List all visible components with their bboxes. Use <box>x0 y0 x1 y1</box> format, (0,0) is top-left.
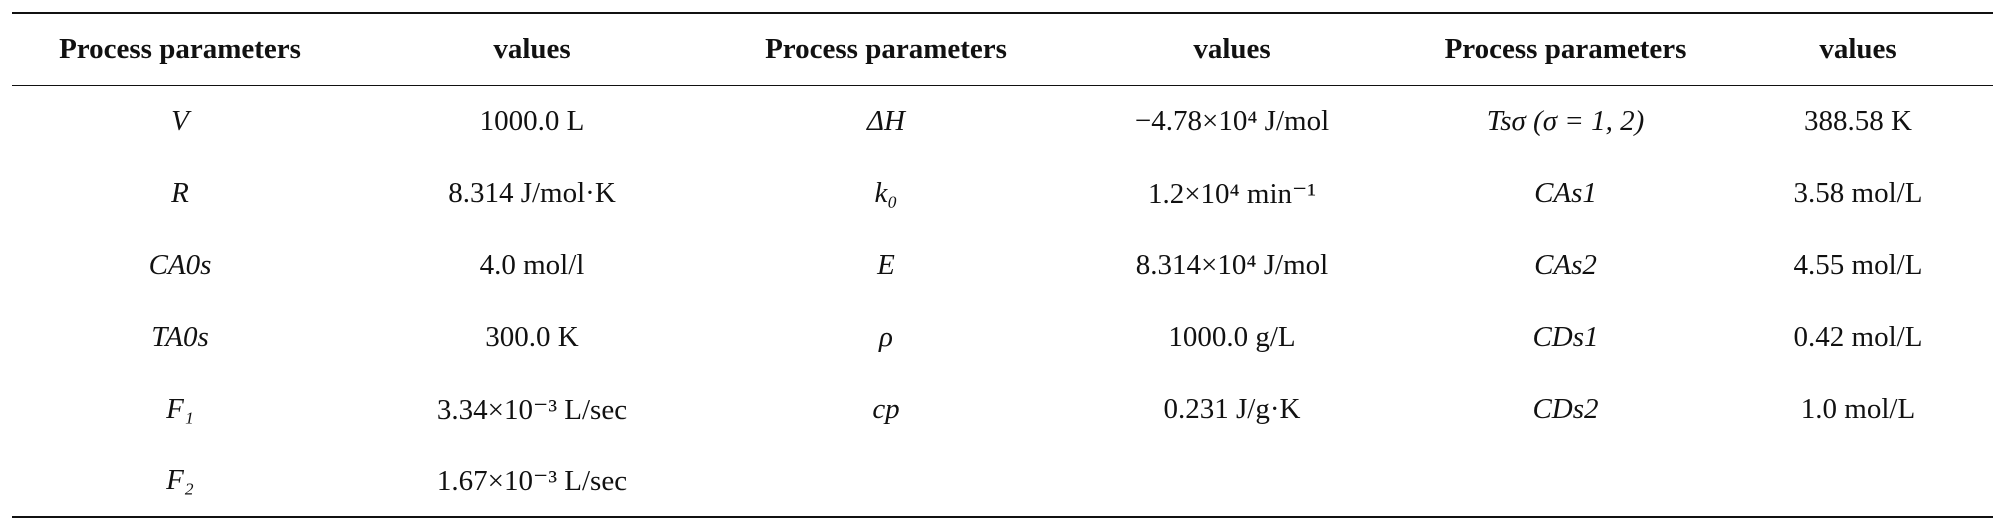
parameter-symbol <box>1408 445 1723 518</box>
parameter-value <box>1056 445 1408 518</box>
parameter-value <box>1723 445 1993 518</box>
parameter-value: 8.314 J/mol·K <box>448 176 616 209</box>
table-body: V 1000.0 L ΔH −4.78×10⁴ J/mol Tsσ (σ = 1… <box>12 85 1993 518</box>
table-row: R 8.314 J/mol·K k₀ 1.2×10⁴ min⁻¹ CAs1 3.… <box>12 157 1993 229</box>
parameter-symbol: CA0s <box>148 248 212 281</box>
parameter-symbol: F₂ <box>12 445 348 518</box>
parameter-value: 1.0 mol/L <box>1800 392 1916 425</box>
header-process-parameters-3: Process parameters <box>1408 12 1723 86</box>
parameter-value: 8.314×10⁴ J/mol <box>1135 248 1329 281</box>
parameter-value: 4.55 mol/L <box>1793 248 1923 281</box>
header-row: Process parameters values Process parame… <box>12 12 1993 86</box>
parameter-symbol: F₁ <box>166 392 194 425</box>
parameter-symbol: R <box>171 176 189 209</box>
parameter-symbol <box>716 445 1056 518</box>
parameter-symbol: E <box>877 248 895 281</box>
parameter-value: 1.2×10⁴ min⁻¹ <box>1147 177 1317 210</box>
header-process-parameters-1: Process parameters <box>12 12 348 86</box>
parameter-value: 1000.0 g/L <box>1168 320 1296 353</box>
header-values-2: values <box>1056 12 1408 86</box>
parameter-value: 1.67×10⁻³ L/sec <box>348 445 716 518</box>
table-row: V 1000.0 L ΔH −4.78×10⁴ J/mol Tsσ (σ = 1… <box>12 85 1993 157</box>
parameter-symbol: CAs2 <box>1534 248 1597 281</box>
parameter-value: 4.0 mol/l <box>479 248 585 281</box>
parameter-symbol: k₀ <box>874 176 898 209</box>
table-row: TA0s 300.0 K ρ 1000.0 g/L CDs1 0.42 mol/… <box>12 301 1993 373</box>
header-values-3: values <box>1723 12 1993 86</box>
parameter-value: 0.42 mol/L <box>1793 320 1923 353</box>
parameter-symbol: V <box>171 104 189 137</box>
parameter-value: −4.78×10⁴ J/mol <box>1134 104 1330 137</box>
parameter-symbol: Tsσ (σ = 1, 2) <box>1486 104 1645 137</box>
parameter-value: 388.58 K <box>1804 104 1912 137</box>
parameter-symbol: ΔH <box>867 104 905 137</box>
parameter-value: 3.34×10⁻³ L/sec <box>436 393 628 426</box>
parameter-symbol: TA0s <box>151 320 209 353</box>
header-process-parameters-2: Process parameters <box>716 12 1056 86</box>
parameter-symbol: ρ <box>879 320 893 353</box>
parameter-value: 0.231 J/g·K <box>1163 392 1301 425</box>
table-row: F₂ 1.67×10⁻³ L/sec <box>12 445 1993 518</box>
table-header: Process parameters values Process parame… <box>12 12 1993 86</box>
table-row: F₁ 3.34×10⁻³ L/sec cp 0.231 J/g·K CDs2 1… <box>12 373 1993 445</box>
parameter-symbol: CDs1 <box>1532 320 1599 353</box>
header-values-1: values <box>348 12 716 86</box>
parameter-symbol: CAs1 <box>1534 176 1597 209</box>
parameter-value: 300.0 K <box>485 320 579 353</box>
parameter-symbol: CDs2 <box>1532 392 1599 425</box>
parameter-value: 3.58 mol/L <box>1793 176 1923 209</box>
process-parameters-table: Process parameters values Process parame… <box>12 12 1993 518</box>
table-row: CA0s 4.0 mol/l E 8.314×10⁴ J/mol CAs2 4.… <box>12 229 1993 301</box>
parameter-value: 1000.0 L <box>479 104 585 137</box>
parameter-symbol: cp <box>872 392 900 425</box>
